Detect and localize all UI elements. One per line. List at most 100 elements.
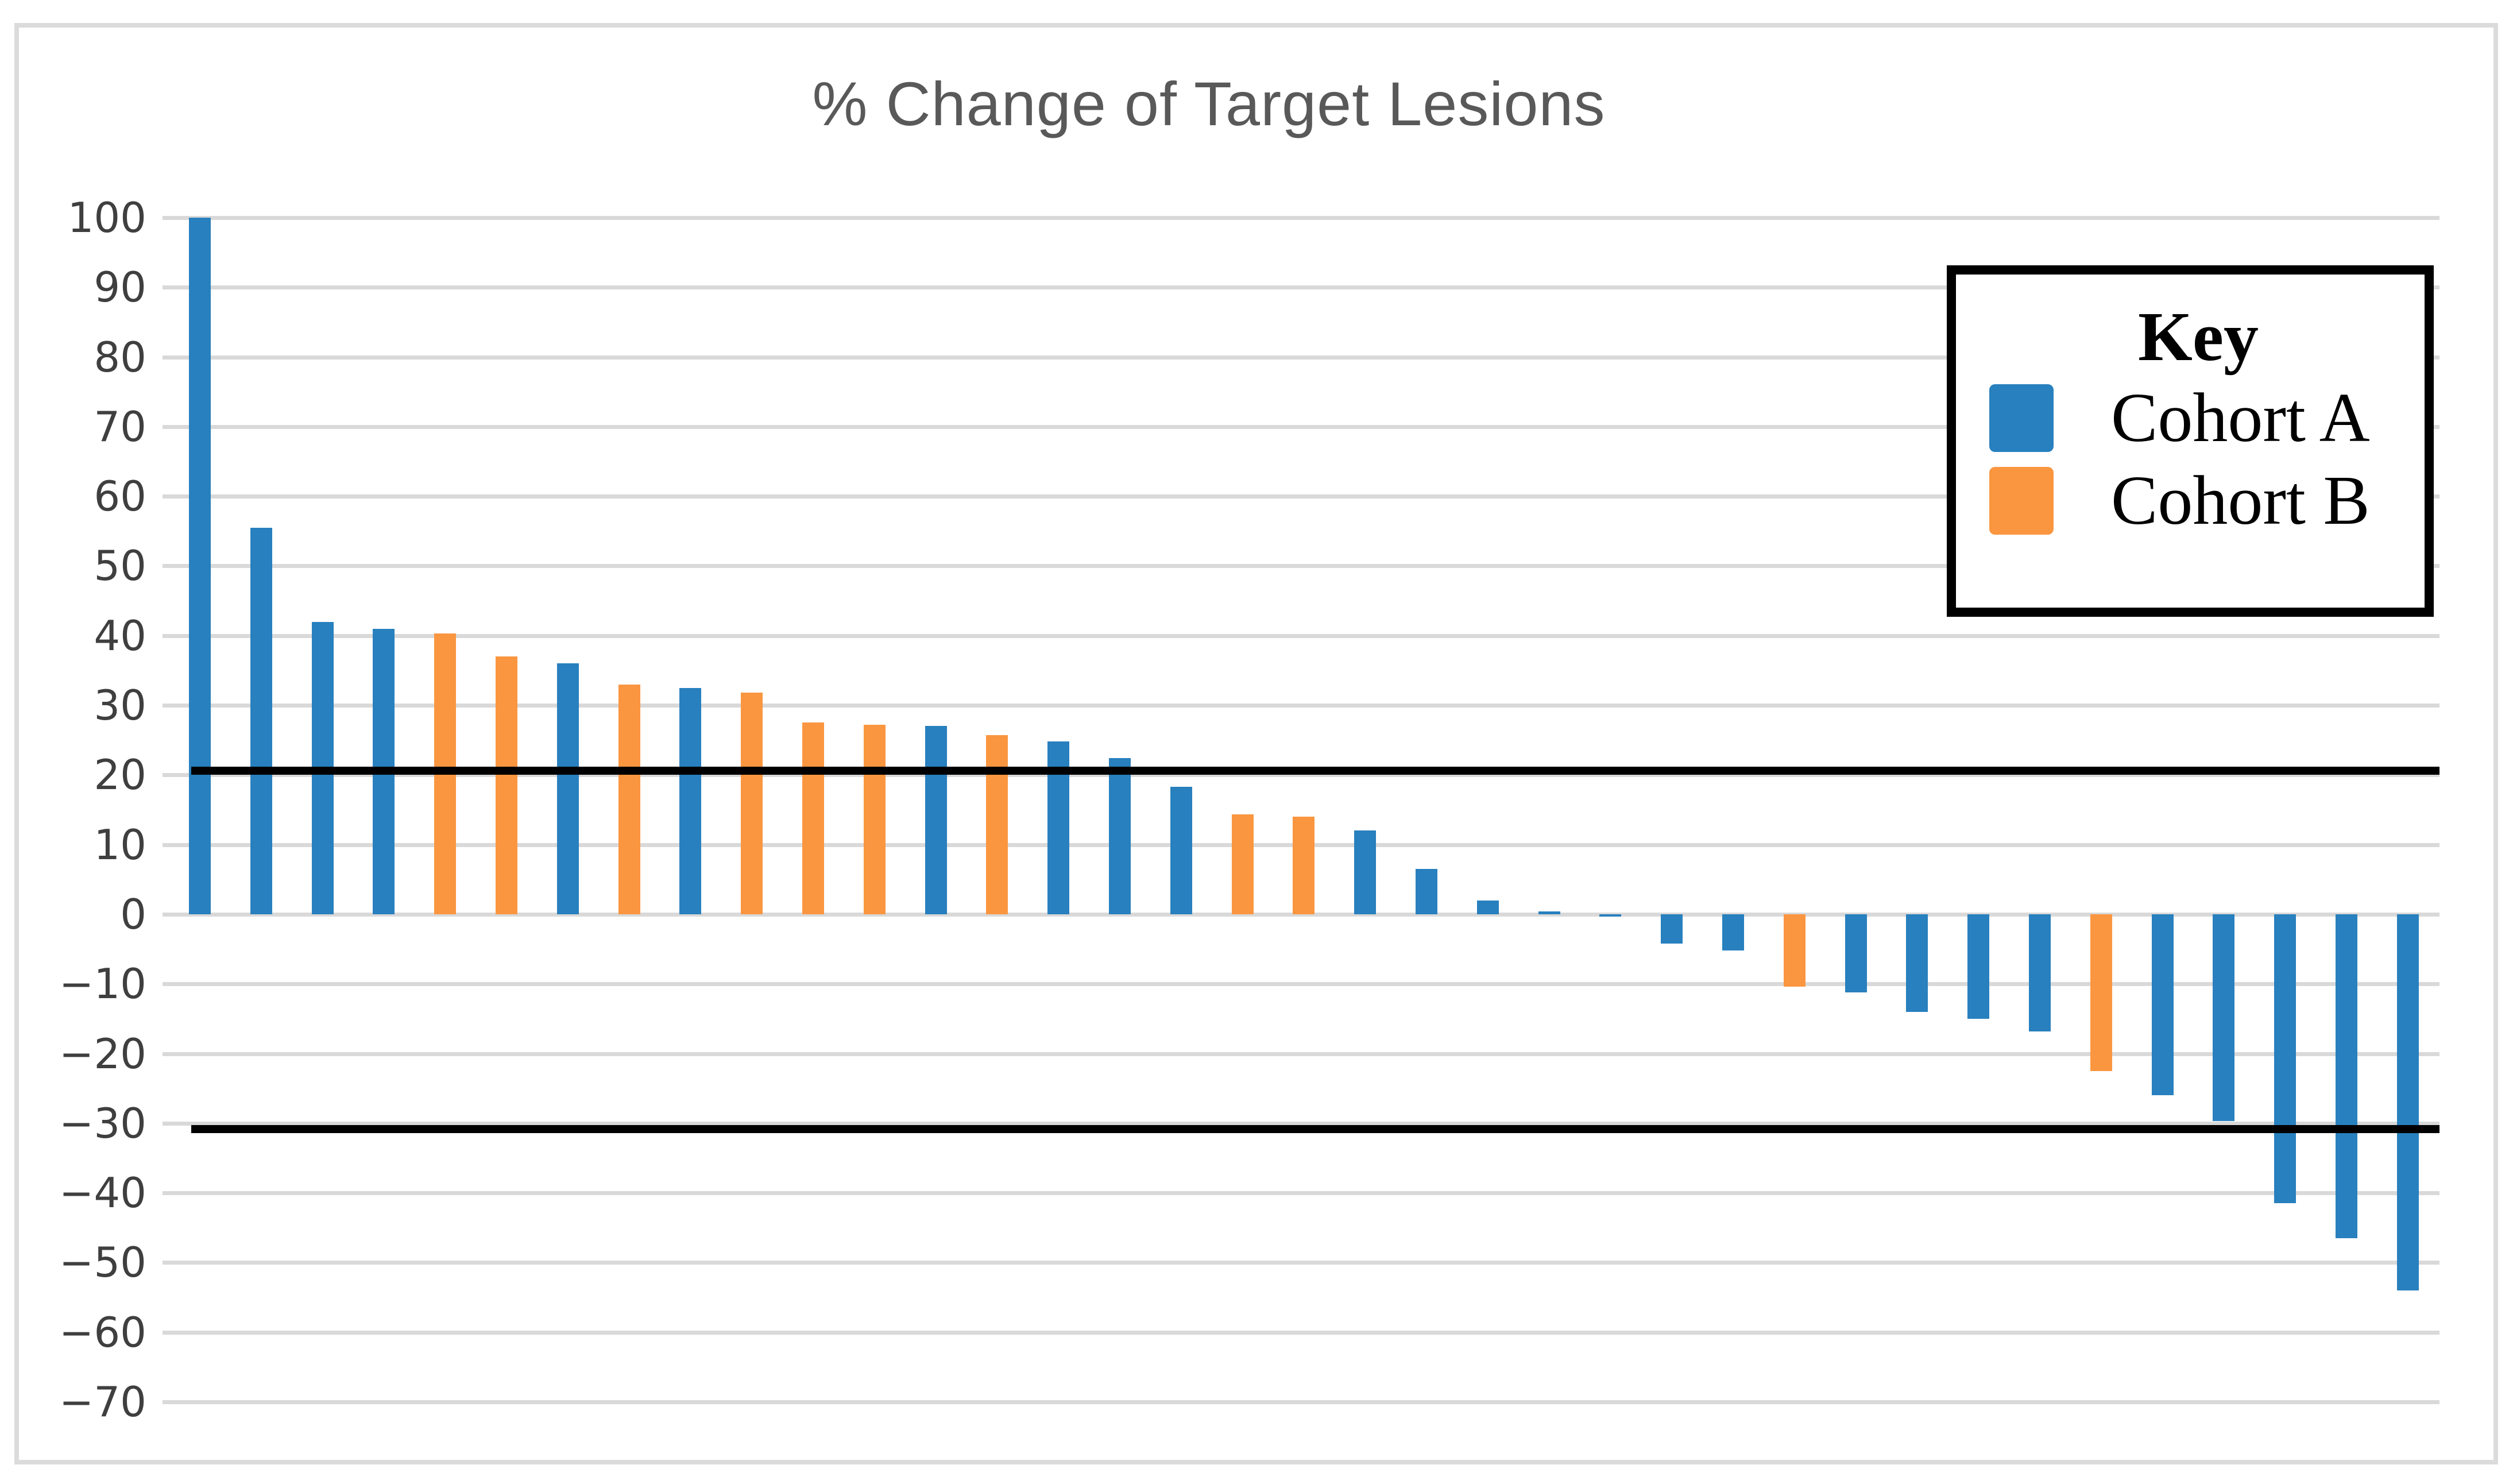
bar-cohort-b: [802, 722, 824, 914]
gridline: [191, 704, 2439, 708]
bar-cohort-b: [2090, 914, 2112, 1071]
gridline: [191, 1261, 2439, 1265]
y-axis-tick-label: −20: [59, 1029, 146, 1078]
gridline: [191, 355, 2439, 360]
bar-cohort-a: [2274, 914, 2297, 1204]
y-axis-tick: [163, 1330, 191, 1335]
bar-cohort-a: [1109, 758, 1131, 914]
legend-label-cohort-a: Cohort A: [2111, 379, 2370, 457]
gridline: [191, 1121, 2439, 1126]
bar-cohort-a: [1967, 914, 1990, 1019]
y-axis-tick-label: 100: [67, 194, 146, 242]
bar-cohort-b: [1783, 914, 1806, 987]
bar-cohort-a: [1661, 914, 1683, 944]
y-axis-tick: [163, 982, 191, 987]
gridline: [191, 843, 2439, 847]
y-axis-tick-label: −60: [59, 1308, 146, 1357]
bar-cohort-a: [1170, 786, 1192, 914]
cohort-b-swatch-icon: [1989, 467, 2054, 535]
gridline: [191, 1400, 2439, 1404]
bar-cohort-a: [679, 687, 702, 914]
bar-cohort-a: [189, 218, 211, 914]
y-axis-tick: [163, 843, 191, 847]
bar-cohort-a: [1722, 914, 1744, 950]
bar-cohort-a: [556, 663, 579, 914]
y-axis-tick: [163, 1121, 191, 1126]
y-axis-tick-label: 40: [94, 611, 146, 660]
y-axis-tick: [163, 704, 191, 708]
y-axis-tick: [163, 1261, 191, 1265]
bar-cohort-a: [1906, 914, 1928, 1012]
y-axis-tick: [163, 285, 191, 290]
legend-row-cohort-b: Cohort B: [1989, 464, 2407, 538]
legend-label-cohort-b: Cohort B: [2111, 462, 2370, 540]
threshold-line-minus-30: [191, 1124, 2439, 1133]
y-axis-tick-label: −70: [59, 1378, 146, 1426]
y-axis-tick-label: 20: [94, 751, 146, 799]
gridline: [191, 982, 2439, 987]
bar-cohort-a: [2029, 914, 2051, 1031]
gridline: [191, 424, 2439, 429]
bar-cohort-a: [1599, 914, 1622, 917]
gridline: [191, 494, 2439, 499]
bar-cohort-b: [618, 684, 640, 914]
y-axis-tick-label: 50: [94, 542, 146, 590]
bar-cohort-a: [1354, 830, 1377, 914]
bar-cohort-a: [2213, 914, 2235, 1122]
gridline: [191, 564, 2439, 569]
bar-cohort-a: [1416, 869, 1437, 914]
bar-cohort-a: [1845, 914, 1867, 992]
y-axis-tick: [163, 216, 191, 220]
gridline: [191, 773, 2439, 778]
bar-cohort-b: [863, 725, 886, 914]
bar-cohort-b: [496, 656, 517, 914]
bar-cohort-a: [250, 527, 272, 914]
legend-box: Key Cohort A Cohort B: [1947, 265, 2434, 617]
bar-cohort-b: [741, 693, 763, 914]
gridline: [191, 1191, 2439, 1196]
y-axis-tick: [163, 494, 191, 499]
y-axis-tick: [163, 1191, 191, 1196]
y-axis-tick: [163, 633, 191, 638]
y-axis-tick: [163, 773, 191, 778]
y-axis-tick-label: 10: [94, 820, 146, 869]
y-axis-tick-label: 0: [120, 890, 146, 938]
bar-cohort-a: [1476, 900, 1499, 914]
legend-row-cohort-a: Cohort A: [1989, 381, 2407, 455]
bar-cohort-b: [1293, 817, 1315, 914]
y-axis-tick-label: −40: [59, 1169, 146, 1218]
bar-cohort-a: [2336, 914, 2357, 1238]
y-axis-tick: [163, 1052, 191, 1056]
gridline: [191, 1052, 2439, 1056]
y-axis-tick: [163, 564, 191, 569]
gridline: [191, 633, 2439, 638]
bar-cohort-b: [1231, 814, 1254, 914]
threshold-line-plus-20: [191, 767, 2439, 775]
legend-title: Key: [2137, 298, 2259, 376]
y-axis-tick-label: 90: [94, 263, 146, 312]
y-axis-tick-label: 80: [94, 333, 146, 381]
bar-cohort-b: [986, 735, 1008, 914]
bar-cohort-a: [925, 726, 947, 914]
bar-cohort-a: [2396, 914, 2419, 1290]
y-axis-tick-label: −50: [59, 1238, 146, 1287]
y-axis-tick-label: −30: [59, 1099, 146, 1147]
chart-title: % Change of Target Lesions: [812, 69, 1606, 138]
y-axis-tick-label: 70: [94, 402, 146, 451]
y-axis-tick-label: 30: [94, 681, 146, 730]
y-axis-tick-label: −10: [59, 960, 146, 1008]
bar-cohort-a: [1538, 911, 1560, 914]
bar-cohort-a: [2151, 914, 2174, 1096]
y-axis-tick: [163, 355, 191, 360]
y-axis-tick: [163, 424, 191, 429]
gridline: [191, 1330, 2439, 1335]
cohort-a-swatch-icon: [1989, 384, 2054, 453]
gridline: [191, 912, 2439, 917]
y-axis-tick: [163, 912, 191, 917]
gridline: [191, 216, 2439, 220]
gridline: [191, 285, 2439, 290]
y-axis-tick: [163, 1400, 191, 1404]
y-axis-tick-label: 60: [94, 472, 146, 521]
figure-border: [14, 23, 2498, 1464]
